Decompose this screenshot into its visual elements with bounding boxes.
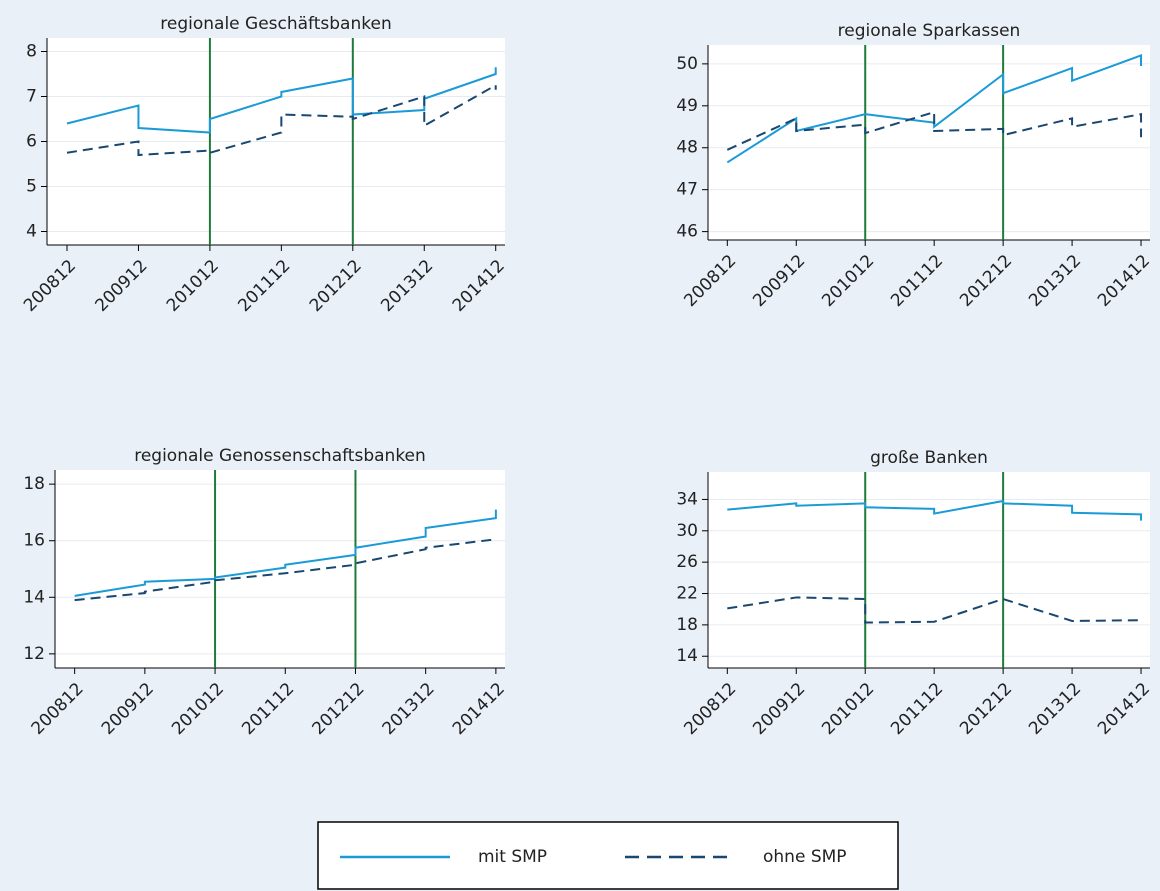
series-line: [726, 110, 1143, 151]
series-line: [74, 509, 497, 597]
y-tick-label: 46: [676, 222, 698, 242]
series-line: [74, 538, 496, 602]
y-tick-label: 6: [26, 132, 37, 152]
y-tick-label: 49: [676, 96, 698, 116]
y-tick-label: 18: [676, 615, 698, 635]
y-tick-label: 12: [23, 644, 45, 664]
y-tick-label: 7: [26, 87, 37, 107]
y-tick-label: 30: [676, 521, 698, 541]
y-tick-label: 5: [26, 177, 37, 197]
series-line: [66, 83, 497, 157]
y-tick-label: 4: [26, 222, 37, 242]
y-tick-label: 34: [676, 489, 698, 509]
legend-label: mit SMP: [478, 847, 547, 867]
y-tick-label: 50: [676, 54, 698, 74]
chart-title: regionale Geschäftsbanken: [160, 14, 391, 34]
y-tick-label: 18: [23, 474, 45, 494]
y-tick-label: 14: [676, 646, 698, 666]
legend-box: [317, 821, 899, 890]
y-tick-label: 47: [676, 180, 698, 200]
series-line: [727, 499, 1143, 521]
plot-area: [708, 472, 1150, 668]
y-tick-label: 14: [23, 587, 45, 607]
y-tick-label: 22: [676, 584, 698, 604]
y-tick-label: 8: [26, 42, 37, 62]
legend-label: ohne SMP: [763, 847, 847, 867]
y-tick-label: 16: [23, 531, 45, 551]
plot-area: [708, 45, 1150, 240]
chart-title: große Banken: [870, 448, 988, 468]
series-line: [727, 596, 1142, 624]
y-tick-label: 26: [676, 552, 698, 572]
chart-title: regionale Genossenschaftsbanken: [134, 446, 426, 466]
chart-title: regionale Sparkassen: [838, 21, 1021, 41]
y-tick-label: 48: [676, 138, 698, 158]
